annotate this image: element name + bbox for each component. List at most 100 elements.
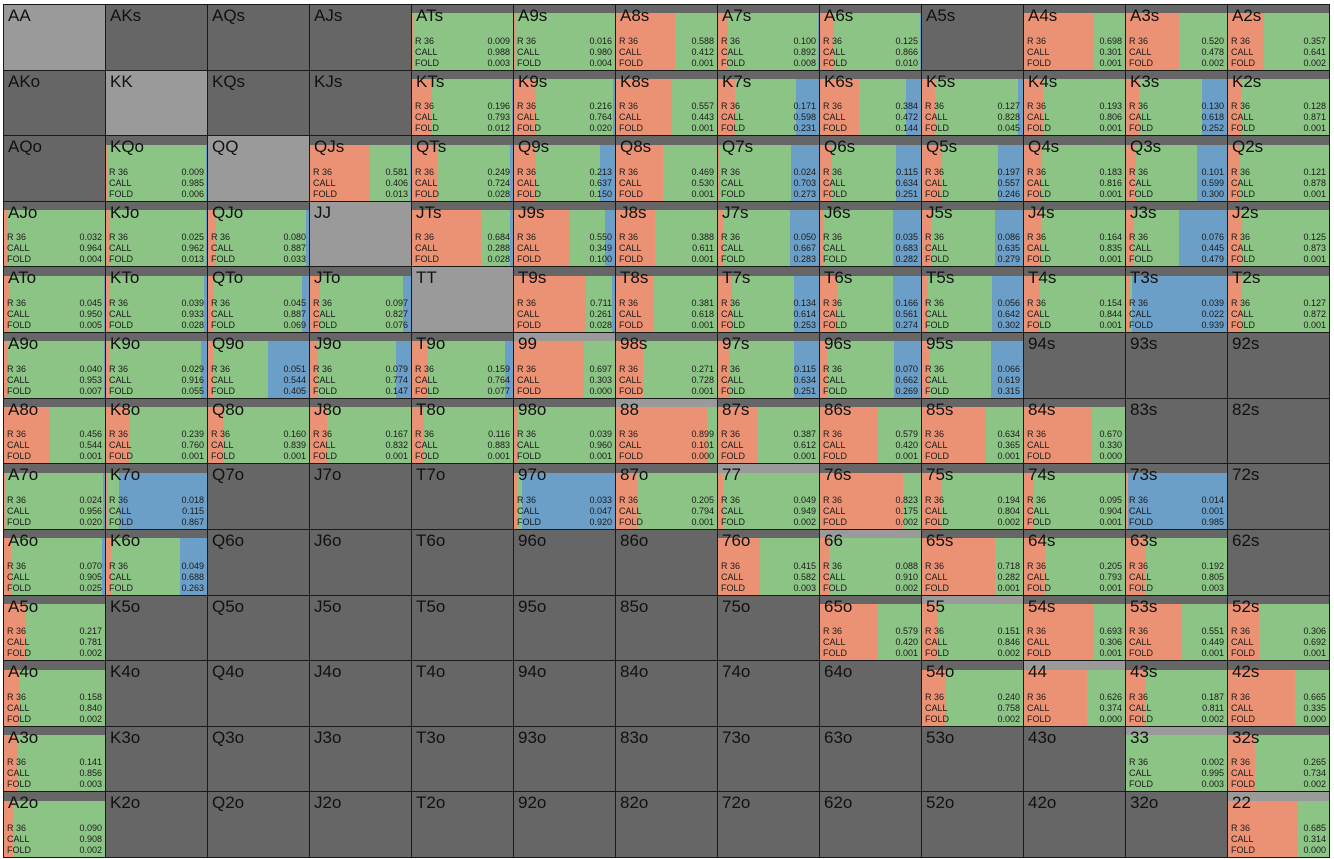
- hand-cell-32o[interactable]: 32o: [1126, 792, 1227, 857]
- hand-cell-A6o[interactable]: A6o R 36 0.070 CALL 0.905 FOLD 0.025: [4, 529, 105, 595]
- hand-cell-88[interactable]: 88 R 36 0.899 CALL 0.101 FOLD 0.000: [616, 398, 717, 464]
- hand-cell-33[interactable]: 33 R 36 0.002 CALL 0.995 FOLD 0.003: [1126, 726, 1227, 792]
- hand-cell-K4s[interactable]: K4s R 36 0.193 CALL 0.806 FOLD 0.001: [1024, 70, 1125, 136]
- hand-cell-J6s[interactable]: J6s R 36 0.035 CALL 0.683 FOLD 0.282: [820, 201, 921, 267]
- hand-cell-T8o[interactable]: T8o R 36 0.116 CALL 0.883 FOLD 0.001: [412, 398, 513, 464]
- hand-cell-T9s[interactable]: T9s R 36 0.711 CALL 0.261 FOLD 0.028: [514, 267, 615, 333]
- hand-cell-AKs[interactable]: AKs: [106, 5, 207, 70]
- hand-cell-Q5o[interactable]: Q5o: [208, 595, 309, 661]
- hand-cell-JJ[interactable]: JJ: [310, 201, 411, 267]
- hand-cell-Q9o[interactable]: Q9o R 36 0.051 CALL 0.544 FOLD 0.405: [208, 333, 309, 398]
- hand-cell-72s[interactable]: 72s: [1228, 464, 1329, 529]
- hand-cell-Q4s[interactable]: Q4s R 36 0.183 CALL 0.816 FOLD 0.001: [1024, 136, 1125, 201]
- hand-cell-AQs[interactable]: AQs: [208, 5, 309, 70]
- hand-cell-52o[interactable]: 52o: [922, 792, 1023, 857]
- hand-cell-A7o[interactable]: A7o R 36 0.024 CALL 0.956 FOLD 0.020: [4, 464, 105, 529]
- hand-cell-42s[interactable]: 42s R 36 0.665 CALL 0.335 FOLD 0.000: [1228, 661, 1329, 726]
- hand-cell-86s[interactable]: 86s R 36 0.579 CALL 0.420 FOLD 0.001: [820, 398, 921, 464]
- hand-cell-Q6s[interactable]: Q6s R 36 0.115 CALL 0.634 FOLD 0.251: [820, 136, 921, 201]
- hand-cell-65o[interactable]: 65o R 36 0.579 CALL 0.420 FOLD 0.001: [820, 595, 921, 661]
- hand-cell-T4o[interactable]: T4o: [412, 661, 513, 726]
- hand-cell-J7o[interactable]: J7o: [310, 464, 411, 529]
- hand-cell-T3s[interactable]: T3s R 36 0.039 CALL 0.022 FOLD 0.939: [1126, 267, 1227, 333]
- hand-cell-T7o[interactable]: T7o: [412, 464, 513, 529]
- hand-cell-K8o[interactable]: K8o R 36 0.239 CALL 0.760 FOLD 0.001: [106, 398, 207, 464]
- hand-cell-42o[interactable]: 42o: [1024, 792, 1125, 857]
- hand-cell-KTs[interactable]: KTs R 36 0.196 CALL 0.793 FOLD 0.012: [412, 70, 513, 136]
- hand-cell-73o[interactable]: 73o: [718, 726, 819, 792]
- hand-cell-53o[interactable]: 53o: [922, 726, 1023, 792]
- hand-cell-44[interactable]: 44 R 36 0.626 CALL 0.374 FOLD 0.000: [1024, 661, 1125, 726]
- hand-cell-Q5s[interactable]: Q5s R 36 0.197 CALL 0.557 FOLD 0.246: [922, 136, 1023, 201]
- hand-cell-J8o[interactable]: J8o R 36 0.167 CALL 0.832 FOLD 0.001: [310, 398, 411, 464]
- hand-cell-QQ[interactable]: QQ: [208, 136, 309, 201]
- hand-cell-K6o[interactable]: K6o R 36 0.049 CALL 0.688 FOLD 0.263: [106, 529, 207, 595]
- hand-cell-J2o[interactable]: J2o: [310, 792, 411, 857]
- hand-cell-K6s[interactable]: K6s R 36 0.384 CALL 0.472 FOLD 0.144: [820, 70, 921, 136]
- hand-cell-Q8o[interactable]: Q8o R 36 0.160 CALL 0.839 FOLD 0.001: [208, 398, 309, 464]
- hand-cell-T7s[interactable]: T7s R 36 0.134 CALL 0.614 FOLD 0.253: [718, 267, 819, 333]
- hand-cell-64s[interactable]: 64s R 36 0.205 CALL 0.793 FOLD 0.001: [1024, 529, 1125, 595]
- hand-cell-K9s[interactable]: K9s R 36 0.216 CALL 0.764 FOLD 0.020: [514, 70, 615, 136]
- hand-cell-K2s[interactable]: K2s R 36 0.128 CALL 0.871 FOLD 0.001: [1228, 70, 1329, 136]
- hand-cell-J3o[interactable]: J3o: [310, 726, 411, 792]
- hand-cell-K7s[interactable]: K7s R 36 0.171 CALL 0.598 FOLD 0.231: [718, 70, 819, 136]
- hand-cell-QTo[interactable]: QTo R 36 0.045 CALL 0.887 FOLD 0.069: [208, 267, 309, 333]
- hand-cell-Q9s[interactable]: Q9s R 36 0.213 CALL 0.637 FOLD 0.150: [514, 136, 615, 201]
- hand-cell-K5s[interactable]: K5s R 36 0.127 CALL 0.828 FOLD 0.045: [922, 70, 1023, 136]
- hand-cell-A8o[interactable]: A8o R 36 0.456 CALL 0.544 FOLD 0.001: [4, 398, 105, 464]
- hand-cell-55[interactable]: 55 R 36 0.151 CALL 0.846 FOLD 0.002: [922, 595, 1023, 661]
- hand-cell-97o[interactable]: 97o R 36 0.033 CALL 0.047 FOLD 0.920: [514, 464, 615, 529]
- hand-cell-22[interactable]: 22 R 36 0.685 CALL 0.314 FOLD 0.000: [1228, 792, 1329, 857]
- hand-cell-KQs[interactable]: KQs: [208, 70, 309, 136]
- hand-cell-A4o[interactable]: A4o R 36 0.158 CALL 0.840 FOLD 0.002: [4, 661, 105, 726]
- hand-cell-AJo[interactable]: AJo R 36 0.032 CALL 0.964 FOLD 0.004: [4, 201, 105, 267]
- hand-cell-96s[interactable]: 96s R 36 0.070 CALL 0.662 FOLD 0.269: [820, 333, 921, 398]
- hand-cell-86o[interactable]: 86o: [616, 529, 717, 595]
- hand-cell-KJo[interactable]: KJo R 36 0.025 CALL 0.962 FOLD 0.013: [106, 201, 207, 267]
- hand-cell-A8s[interactable]: A8s R 36 0.588 CALL 0.412 FOLD 0.001: [616, 5, 717, 70]
- hand-cell-KK[interactable]: KK: [106, 70, 207, 136]
- hand-cell-JTs[interactable]: JTs R 36 0.684 CALL 0.288 FOLD 0.028: [412, 201, 513, 267]
- hand-cell-82s[interactable]: 82s: [1228, 398, 1329, 464]
- hand-cell-43o[interactable]: 43o: [1024, 726, 1125, 792]
- hand-cell-75o[interactable]: 75o: [718, 595, 819, 661]
- hand-cell-98s[interactable]: 98s R 36 0.271 CALL 0.728 FOLD 0.001: [616, 333, 717, 398]
- hand-cell-JTo[interactable]: JTo R 36 0.097 CALL 0.827 FOLD 0.076: [310, 267, 411, 333]
- hand-cell-84o[interactable]: 84o: [616, 661, 717, 726]
- hand-cell-66[interactable]: 66 R 36 0.088 CALL 0.910 FOLD 0.002: [820, 529, 921, 595]
- hand-cell-T3o[interactable]: T3o: [412, 726, 513, 792]
- hand-cell-ATs[interactable]: ATs R 36 0.009 CALL 0.988 FOLD 0.003: [412, 5, 513, 70]
- hand-cell-QTs[interactable]: QTs R 36 0.249 CALL 0.724 FOLD 0.028: [412, 136, 513, 201]
- hand-cell-74s[interactable]: 74s R 36 0.095 CALL 0.904 FOLD 0.001: [1024, 464, 1125, 529]
- hand-cell-K7o[interactable]: K7o R 36 0.018 CALL 0.115 FOLD 0.867: [106, 464, 207, 529]
- hand-cell-J4s[interactable]: J4s R 36 0.164 CALL 0.835 FOLD 0.001: [1024, 201, 1125, 267]
- hand-cell-Q2s[interactable]: Q2s R 36 0.121 CALL 0.878 FOLD 0.001: [1228, 136, 1329, 201]
- hand-cell-K8s[interactable]: K8s R 36 0.557 CALL 0.443 FOLD 0.001: [616, 70, 717, 136]
- hand-cell-J8s[interactable]: J8s R 36 0.388 CALL 0.611 FOLD 0.001: [616, 201, 717, 267]
- hand-cell-K9o[interactable]: K9o R 36 0.029 CALL 0.916 FOLD 0.055: [106, 333, 207, 398]
- hand-cell-T5o[interactable]: T5o: [412, 595, 513, 661]
- hand-cell-Q2o[interactable]: Q2o: [208, 792, 309, 857]
- hand-cell-T6s[interactable]: T6s R 36 0.166 CALL 0.561 FOLD 0.274: [820, 267, 921, 333]
- hand-cell-QJs[interactable]: QJs R 36 0.581 CALL 0.406 FOLD 0.013: [310, 136, 411, 201]
- hand-cell-QJo[interactable]: QJo R 36 0.080 CALL 0.887 FOLD 0.033: [208, 201, 309, 267]
- hand-cell-J5s[interactable]: J5s R 36 0.086 CALL 0.635 FOLD 0.279: [922, 201, 1023, 267]
- hand-cell-K4o[interactable]: K4o: [106, 661, 207, 726]
- hand-cell-87o[interactable]: 87o R 36 0.205 CALL 0.794 FOLD 0.001: [616, 464, 717, 529]
- hand-cell-52s[interactable]: 52s R 36 0.306 CALL 0.692 FOLD 0.001: [1228, 595, 1329, 661]
- hand-cell-ATo[interactable]: ATo R 36 0.045 CALL 0.950 FOLD 0.005: [4, 267, 105, 333]
- hand-cell-J7s[interactable]: J7s R 36 0.050 CALL 0.667 FOLD 0.283: [718, 201, 819, 267]
- hand-cell-93s[interactable]: 93s: [1126, 333, 1227, 398]
- hand-cell-83o[interactable]: 83o: [616, 726, 717, 792]
- hand-cell-77[interactable]: 77 R 36 0.049 CALL 0.949 FOLD 0.002: [718, 464, 819, 529]
- hand-cell-75s[interactable]: 75s R 36 0.194 CALL 0.804 FOLD 0.002: [922, 464, 1023, 529]
- hand-cell-99[interactable]: 99 R 36 0.697 CALL 0.303 FOLD 0.000: [514, 333, 615, 398]
- hand-cell-Q3s[interactable]: Q3s R 36 0.101 CALL 0.599 FOLD 0.300: [1126, 136, 1227, 201]
- hand-cell-72o[interactable]: 72o: [718, 792, 819, 857]
- hand-cell-Q7o[interactable]: Q7o: [208, 464, 309, 529]
- hand-cell-T6o[interactable]: T6o: [412, 529, 513, 595]
- hand-cell-95s[interactable]: 95s R 36 0.066 CALL 0.619 FOLD 0.315: [922, 333, 1023, 398]
- hand-cell-A2o[interactable]: A2o R 36 0.090 CALL 0.908 FOLD 0.002: [4, 792, 105, 857]
- hand-cell-83s[interactable]: 83s: [1126, 398, 1227, 464]
